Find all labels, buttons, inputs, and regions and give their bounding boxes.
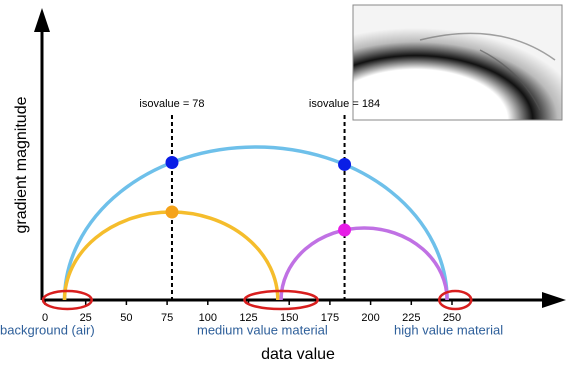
arc (281, 228, 447, 300)
x-axis-title: data value (261, 346, 335, 363)
x-tick-label: 75 (161, 312, 173, 324)
isovalue-point (165, 156, 178, 169)
isovalue-point (338, 224, 351, 237)
y-arrow (34, 8, 50, 32)
region-label: background (air) (0, 322, 95, 337)
inset-image (353, 5, 562, 120)
x-tick-label: 200 (361, 312, 379, 324)
isovalue-label: isovalue = 78 (139, 98, 204, 110)
diagram: data value gradient magnitude 0255075100… (0, 0, 568, 369)
isovalue-point (165, 206, 178, 219)
region-label: medium value material (197, 322, 328, 337)
isovalue-point (338, 158, 351, 171)
x-tick-label: 50 (120, 312, 132, 324)
isovalue-label: isovalue = 184 (309, 98, 380, 110)
x-arrow (542, 292, 566, 308)
y-axis-title: gradient magnitude (13, 96, 30, 233)
region-label: high value material (394, 322, 503, 337)
